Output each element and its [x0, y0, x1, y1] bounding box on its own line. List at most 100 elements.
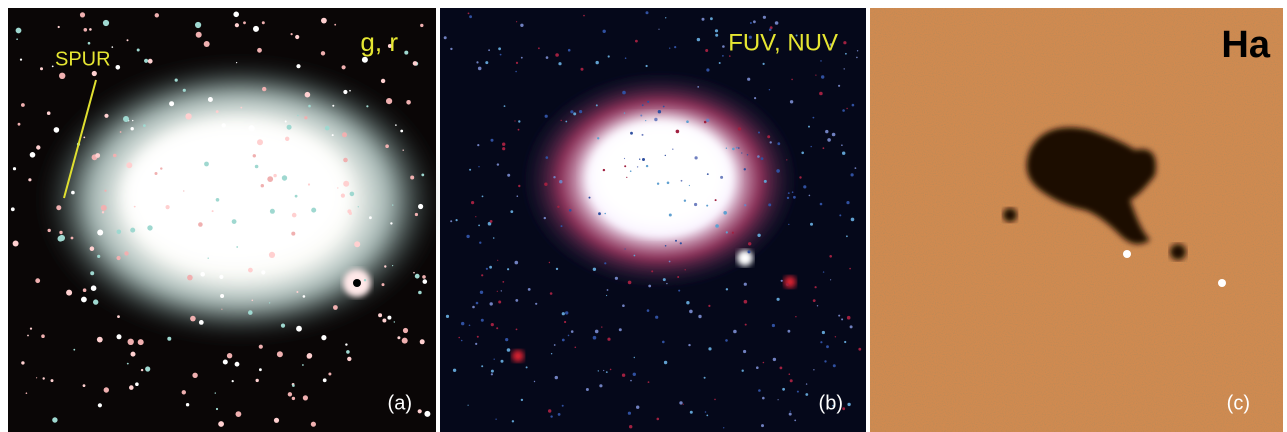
star	[622, 90, 626, 95]
star	[297, 114, 299, 117]
star	[601, 326, 603, 328]
star	[71, 190, 75, 195]
star	[28, 178, 32, 182]
star	[820, 60, 822, 62]
star	[87, 41, 91, 45]
star	[565, 120, 568, 123]
star	[849, 267, 851, 270]
star	[450, 47, 453, 51]
star	[481, 365, 484, 368]
star	[390, 222, 393, 225]
star	[104, 113, 109, 118]
star	[786, 196, 790, 200]
star	[814, 286, 817, 289]
star	[757, 233, 761, 237]
star	[789, 410, 791, 412]
star	[525, 366, 528, 369]
star	[345, 343, 348, 346]
star	[827, 138, 831, 142]
star	[321, 17, 327, 24]
star	[564, 320, 567, 324]
star	[846, 315, 851, 320]
star	[515, 70, 517, 73]
star	[555, 53, 559, 57]
star	[207, 97, 213, 102]
star	[302, 295, 306, 298]
star	[296, 325, 302, 332]
star	[757, 155, 760, 158]
star	[599, 384, 603, 388]
star	[90, 271, 95, 276]
star	[259, 368, 262, 372]
star	[295, 34, 300, 40]
star	[668, 213, 672, 217]
star	[471, 201, 475, 205]
star	[291, 396, 296, 401]
star	[822, 271, 825, 273]
star	[777, 142, 781, 146]
star	[46, 111, 51, 115]
star	[507, 268, 510, 271]
star	[27, 334, 29, 337]
star	[605, 371, 608, 373]
star	[514, 120, 516, 122]
star	[626, 176, 628, 178]
star	[553, 344, 556, 346]
star	[842, 109, 845, 112]
star	[846, 235, 848, 238]
star	[96, 336, 103, 343]
star	[846, 201, 850, 205]
star	[550, 415, 553, 418]
star	[215, 198, 220, 202]
star	[592, 267, 597, 271]
star	[402, 149, 404, 151]
star	[182, 88, 186, 92]
star	[535, 302, 538, 305]
star	[662, 278, 666, 282]
star	[772, 357, 777, 362]
star	[799, 176, 802, 179]
star	[744, 204, 747, 207]
star	[16, 38, 18, 40]
star	[342, 132, 347, 138]
panel-tag: (a)	[388, 392, 412, 414]
star	[704, 411, 707, 413]
star	[648, 284, 652, 288]
star	[363, 279, 367, 282]
star	[758, 131, 760, 134]
star	[748, 242, 752, 246]
star	[824, 360, 827, 363]
star	[769, 141, 772, 144]
star	[261, 21, 265, 25]
star	[682, 403, 684, 405]
star	[472, 305, 475, 309]
panel-tag: (c)	[1227, 392, 1250, 414]
star	[102, 19, 110, 27]
star	[311, 207, 317, 213]
star	[723, 427, 725, 429]
star	[89, 28, 92, 31]
star	[489, 302, 493, 306]
star	[834, 336, 837, 338]
star	[579, 110, 583, 114]
star	[422, 279, 428, 284]
star	[517, 128, 520, 131]
star	[485, 267, 488, 270]
star	[510, 210, 514, 214]
star	[334, 23, 337, 26]
star	[838, 314, 841, 317]
star	[476, 335, 479, 338]
star	[404, 50, 409, 55]
star	[688, 184, 691, 187]
star	[476, 61, 479, 64]
star	[51, 65, 54, 68]
star	[498, 47, 501, 51]
star	[500, 359, 504, 363]
star	[478, 166, 480, 168]
star	[475, 301, 479, 305]
star	[639, 158, 641, 160]
star	[130, 351, 136, 357]
star	[655, 315, 659, 319]
star	[820, 341, 823, 344]
